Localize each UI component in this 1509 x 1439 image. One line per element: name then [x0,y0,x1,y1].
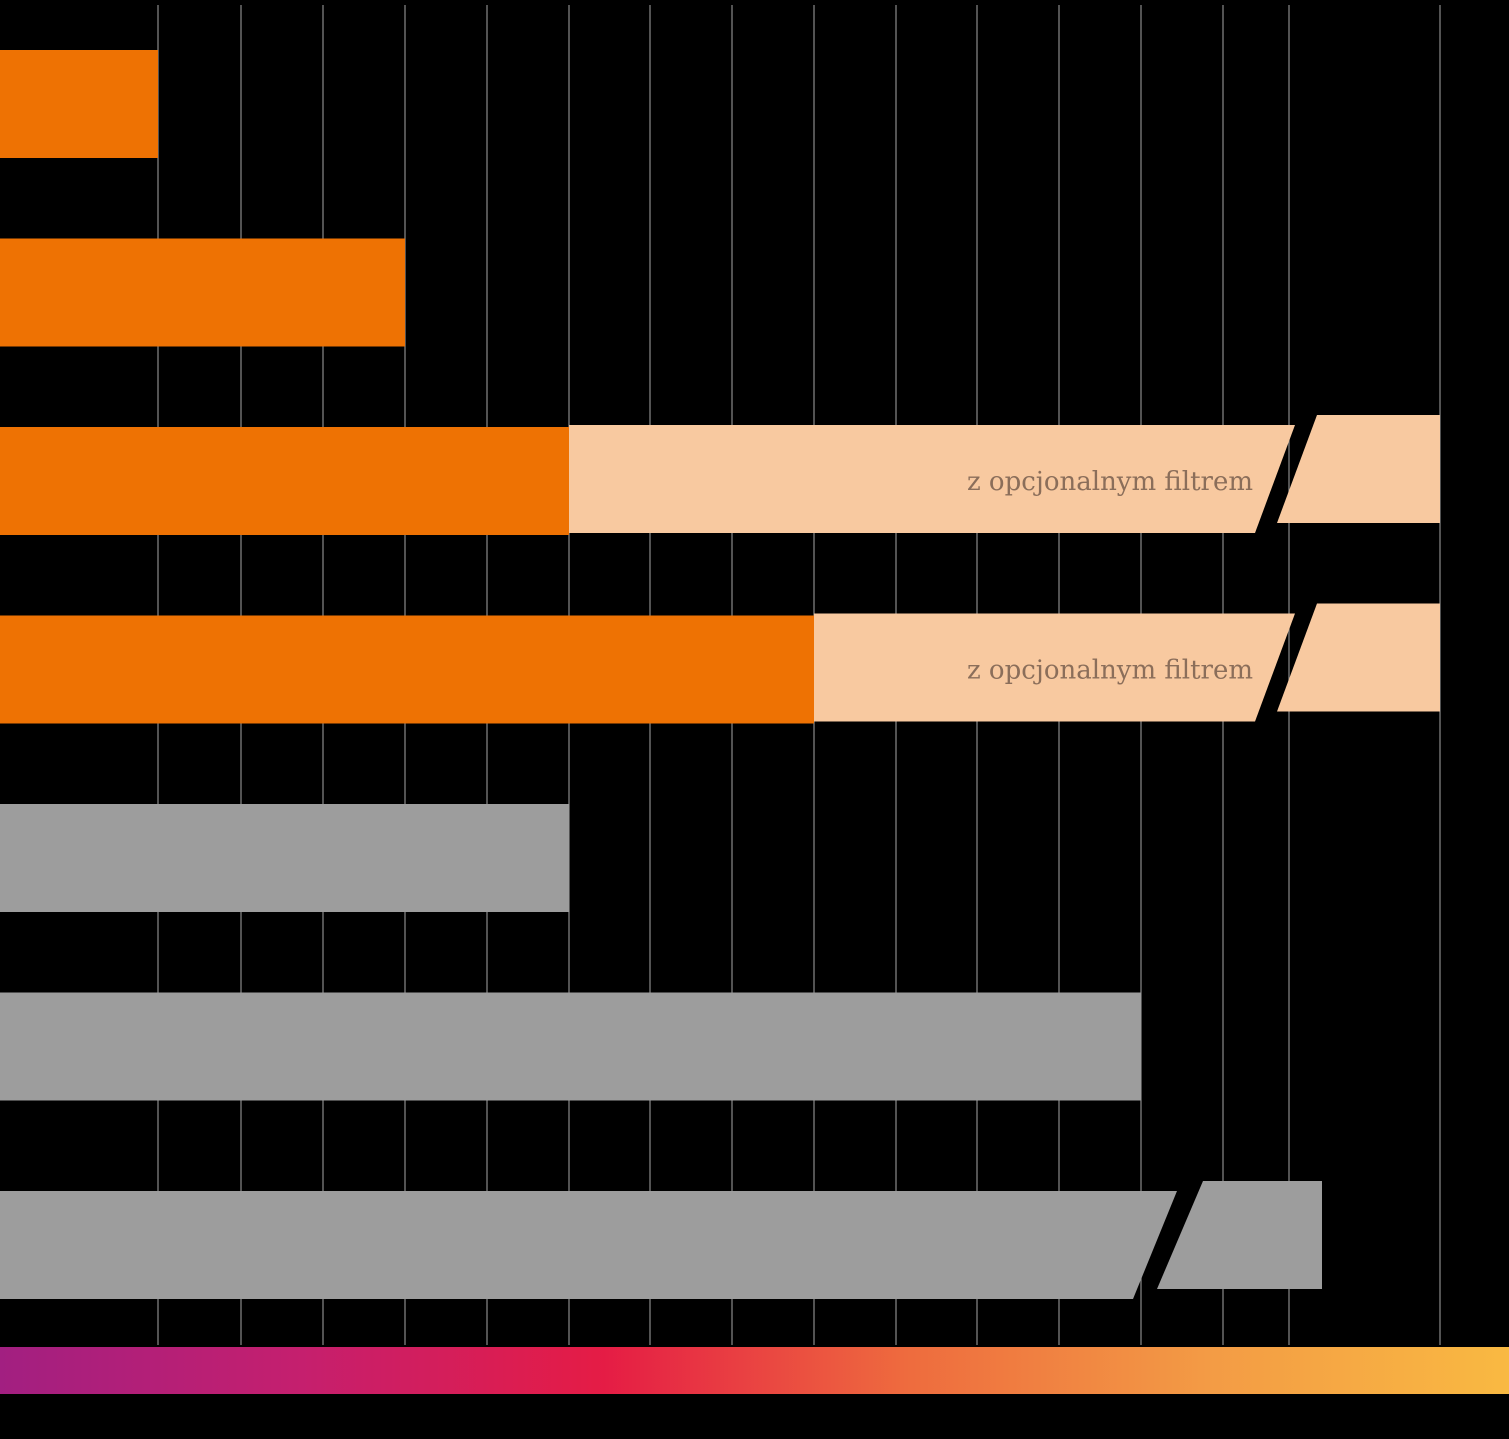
bar [0,992,1141,1101]
bar-extension [814,613,1295,722]
bar-extension [569,425,1295,533]
bar [0,238,405,347]
bar-segment-after-break [1157,1181,1322,1289]
bar-extension-label: z opcjonalnym filtrem [967,656,1253,686]
bottom-gradient-strip [0,1347,1509,1394]
bar-extension-after-break [1277,415,1440,523]
bar [0,50,158,158]
bar-extension-label: z opcjonalnym filtrem [967,467,1253,497]
bar-extension-after-break [1277,603,1440,712]
bar [0,804,569,912]
bars: z opcjonalnym filtrem z opcjonalnym filtr… [0,50,1440,1299]
bar [0,615,814,724]
bar [0,1191,1177,1299]
bar [0,427,569,535]
